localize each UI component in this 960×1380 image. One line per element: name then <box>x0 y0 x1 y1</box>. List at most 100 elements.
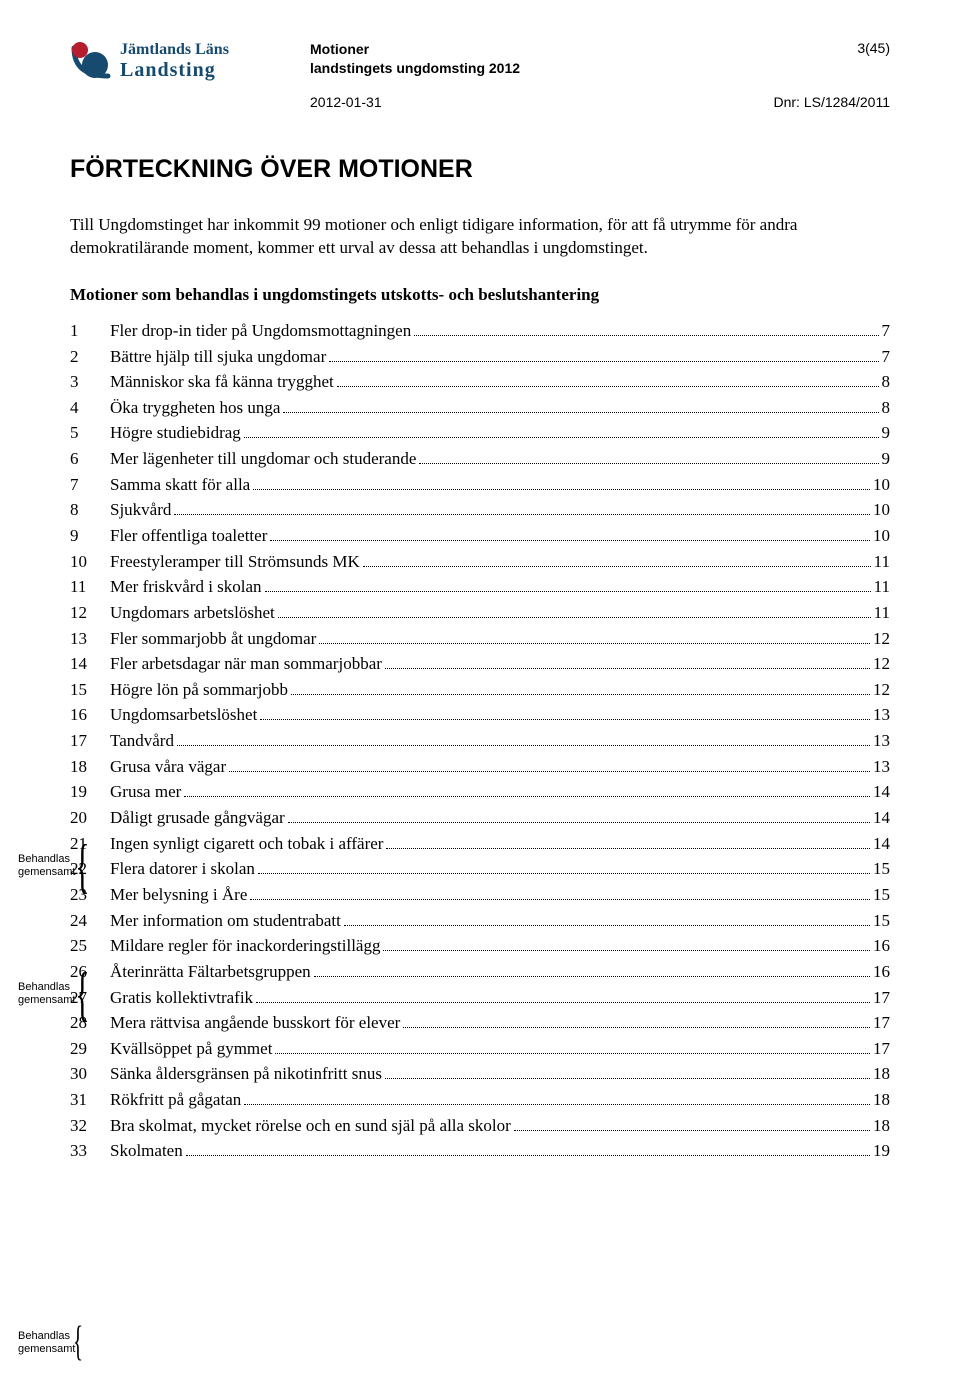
toc-page-number: 14 <box>873 806 890 831</box>
table-of-contents: 1Fler drop-in tider på Ungdomsmottagning… <box>70 319 890 1164</box>
toc-title: Återinrätta Fältarbetsgruppen <box>110 960 311 985</box>
toc-title: Bra skolmat, mycket rörelse och en sund … <box>110 1114 511 1139</box>
toc-number: 15 <box>70 678 110 703</box>
toc-page-number: 12 <box>873 678 890 703</box>
logo-icon <box>70 40 112 82</box>
toc-entry: 14Fler arbetsdagar när man sommarjobbar1… <box>70 652 890 677</box>
toc-title: Ungdomsarbetslöshet <box>110 703 257 728</box>
toc-title: Högre studiebidrag <box>110 421 241 446</box>
toc-title: Sänka åldersgränsen på nikotinfritt snus <box>110 1062 382 1087</box>
toc-entry: 9Fler offentliga toaletter10 <box>70 524 890 549</box>
toc-entry: 16Ungdomsarbetslöshet13 <box>70 703 890 728</box>
toc-title: Bättre hjälp till sjuka ungdomar <box>110 345 326 370</box>
toc-title: Gratis kollektivtrafik <box>110 986 253 1011</box>
toc-page-number: 8 <box>882 370 891 395</box>
toc-page-number: 9 <box>882 447 891 472</box>
toc-title: Flera datorer i skolan <box>110 857 255 882</box>
toc-entry: 8Sjukvård10 <box>70 498 890 523</box>
toc-page-number: 11 <box>874 601 890 626</box>
toc-entry: 26Återinrätta Fältarbetsgruppen16 <box>70 960 890 985</box>
toc-number: 20 <box>70 806 110 831</box>
toc-number: 18 <box>70 755 110 780</box>
toc-title: Ingen synligt cigarett och tobak i affär… <box>110 832 383 857</box>
toc-title: Dåligt grusade gångvägar <box>110 806 285 831</box>
toc-title: Tandvård <box>110 729 174 754</box>
toc-leader-dots <box>383 950 870 951</box>
toc-entry: 31Rökfritt på gågatan18 <box>70 1088 890 1113</box>
toc-number: 13 <box>70 627 110 652</box>
toc-entry: 30Sänka åldersgränsen på nikotinfritt sn… <box>70 1062 890 1087</box>
curly-brace-icon: { <box>75 973 89 1015</box>
toc-page-number: 18 <box>873 1062 890 1087</box>
toc-number: 16 <box>70 703 110 728</box>
toc-page-number: 18 <box>873 1088 890 1113</box>
toc-leader-dots <box>256 1002 870 1003</box>
toc-number: 6 <box>70 447 110 472</box>
toc-number: 10 <box>70 550 110 575</box>
toc-number: 1 <box>70 319 110 344</box>
document-date: 2012-01-31 <box>310 94 774 110</box>
toc-leader-dots <box>329 361 878 362</box>
page-indicator: 3(45) <box>780 40 890 56</box>
toc-entry: 28Mera rättvisa angående busskort för el… <box>70 1011 890 1036</box>
toc-title: Högre lön på sommarjobb <box>110 678 288 703</box>
toc-page-number: 11 <box>874 575 890 600</box>
toc-title: Samma skatt för alla <box>110 473 250 498</box>
toc-leader-dots <box>250 899 870 900</box>
toc-leader-dots <box>385 1078 870 1079</box>
toc-entry: 18Grusa våra vägar13 <box>70 755 890 780</box>
toc-leader-dots <box>363 566 871 567</box>
toc-leader-dots <box>244 437 879 438</box>
toc-leader-dots <box>244 1104 870 1105</box>
toc-leader-dots <box>337 386 879 387</box>
toc-title: Grusa mer <box>110 780 181 805</box>
toc-number: 8 <box>70 498 110 523</box>
toc-number: 33 <box>70 1139 110 1164</box>
toc-page-number: 16 <box>873 934 890 959</box>
toc-entry: 27Gratis kollektivtrafik17 <box>70 986 890 1011</box>
toc-entry: 6Mer lägenheter till ungdomar och studer… <box>70 447 890 472</box>
toc-number: 25 <box>70 934 110 959</box>
header-title: Motioner landstingets ungdomsting 2012 <box>310 40 780 78</box>
toc-number: 4 <box>70 396 110 421</box>
toc-page-number: 14 <box>873 780 890 805</box>
toc-page-number: 14 <box>873 832 890 857</box>
toc-title: Mer belysning i Åre <box>110 883 247 908</box>
toc-number: 19 <box>70 780 110 805</box>
toc-number: 12 <box>70 601 110 626</box>
toc-leader-dots <box>344 925 870 926</box>
toc-leader-dots <box>186 1155 870 1156</box>
toc-entry: 33Skolmaten19 <box>70 1139 890 1164</box>
toc-title: Freestyleramper till Strömsunds MK <box>110 550 360 575</box>
logo-text: Jämtlands Läns Landsting <box>120 41 229 81</box>
toc-entry: 24Mer information om studentrabatt15 <box>70 909 890 934</box>
section-subheading: Motioner som behandlas i ungdomstingets … <box>70 285 890 305</box>
toc-entry: 15Högre lön på sommarjobb 12 <box>70 678 890 703</box>
toc-title: Öka tryggheten hos unga <box>110 396 280 421</box>
toc-entry: 22Flera datorer i skolan15 <box>70 857 890 882</box>
toc-title: Skolmaten <box>110 1139 183 1164</box>
toc-page-number: 18 <box>873 1114 890 1139</box>
toc-title: Människor ska få känna trygghet <box>110 370 334 395</box>
toc-entry: 7Samma skatt för alla10 <box>70 473 890 498</box>
toc-title: Mer friskvård i skolan <box>110 575 262 600</box>
toc-title: Fler arbetsdagar när man sommarjobbar <box>110 652 382 677</box>
toc-title: Grusa våra vägar <box>110 755 226 780</box>
toc-leader-dots <box>414 335 878 336</box>
toc-number: 3 <box>70 370 110 395</box>
toc-number: 5 <box>70 421 110 446</box>
toc-leader-dots <box>385 668 870 669</box>
toc-leader-dots <box>184 796 870 797</box>
toc-page-number: 7 <box>882 319 891 344</box>
toc-title: Mer lägenheter till ungdomar och studera… <box>110 447 416 472</box>
toc-entry: 19Grusa mer 14 <box>70 780 890 805</box>
side-annotation-label: Behandlasgemensamt <box>18 853 72 879</box>
toc-page-number: 16 <box>873 960 890 985</box>
toc-number: 9 <box>70 524 110 549</box>
toc-number: 30 <box>70 1062 110 1087</box>
toc-page-number: 12 <box>873 627 890 652</box>
toc-entry: 23Mer belysning i Åre15 <box>70 883 890 908</box>
toc-page-number: 17 <box>873 1011 890 1036</box>
toc-leader-dots <box>386 848 870 849</box>
toc-page-number: 15 <box>873 909 890 934</box>
